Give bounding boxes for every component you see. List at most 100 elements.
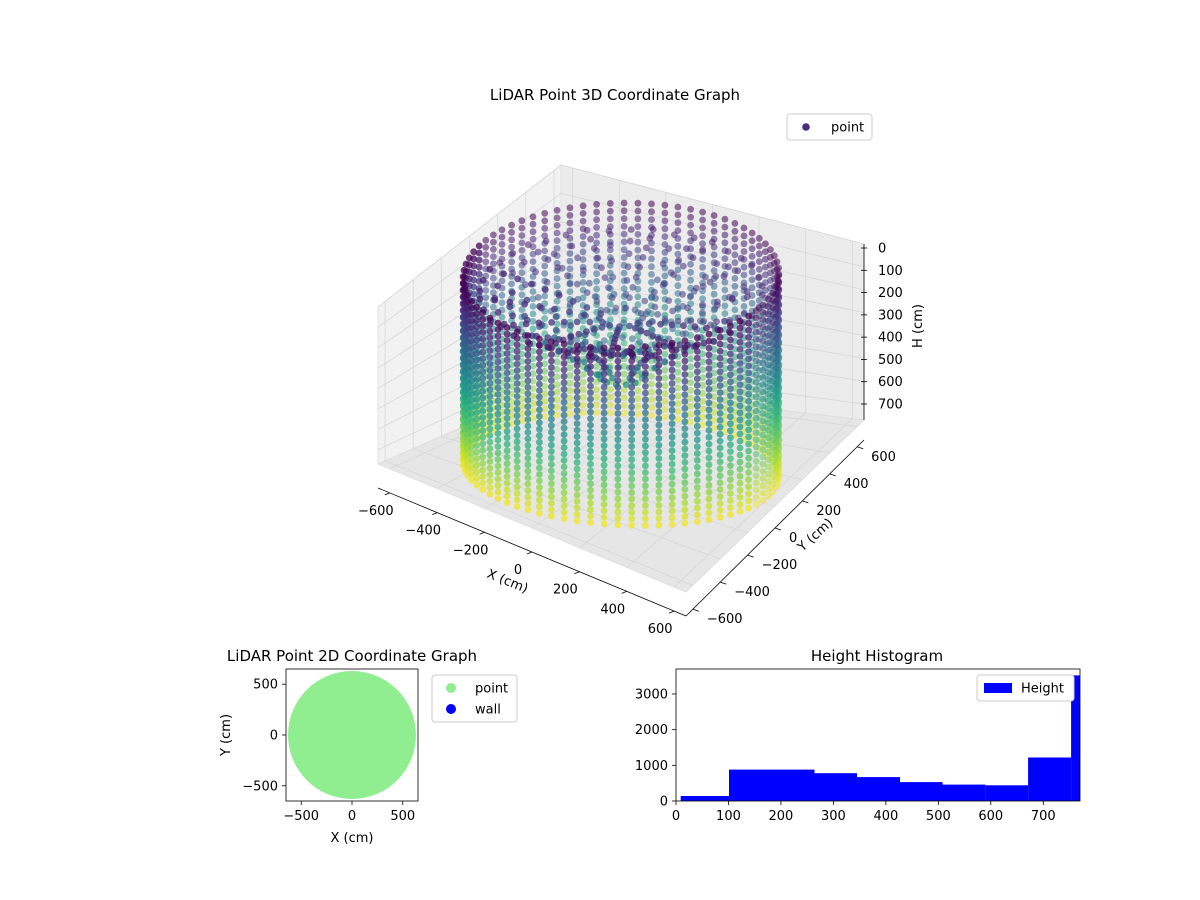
point-3d xyxy=(524,422,532,430)
point-3d xyxy=(494,319,502,327)
point-3d xyxy=(674,203,682,211)
legend-3d-marker xyxy=(802,123,810,131)
point-3d xyxy=(548,377,555,384)
point-3d xyxy=(494,482,502,489)
point-3d xyxy=(606,409,614,416)
point-3d xyxy=(518,380,526,388)
point-3d xyxy=(606,386,614,393)
point-3d xyxy=(661,351,669,358)
point-3d xyxy=(593,386,600,393)
point-3d xyxy=(661,338,668,346)
point-3d xyxy=(562,231,570,239)
point-3d xyxy=(473,323,480,331)
point-3d xyxy=(486,445,494,452)
point-3d xyxy=(705,420,713,427)
point-3d xyxy=(736,472,744,480)
x-tick-label-histogram: 100 xyxy=(716,809,741,824)
point-3d xyxy=(655,501,663,509)
y-tick-3d xyxy=(829,473,836,477)
point-3d xyxy=(716,430,724,438)
point-3d xyxy=(470,248,478,256)
point-3d xyxy=(579,401,587,409)
point-3d xyxy=(661,390,669,398)
point-3d xyxy=(560,431,568,438)
point-3d xyxy=(668,467,676,475)
point-3d xyxy=(681,499,689,507)
point-3d xyxy=(600,403,608,410)
point-3d xyxy=(600,494,608,502)
point-3d xyxy=(614,456,622,463)
point-3d xyxy=(473,396,480,403)
point-3d xyxy=(642,436,649,443)
point-3d xyxy=(693,422,701,430)
point-3d xyxy=(574,254,581,262)
point-3d xyxy=(560,379,568,387)
point-3d xyxy=(475,263,483,271)
point-3d xyxy=(687,347,694,355)
point-3d xyxy=(642,376,649,384)
point-3d xyxy=(473,303,480,311)
point-3d xyxy=(614,390,622,398)
point-3d xyxy=(486,366,494,374)
point-3d xyxy=(716,382,724,390)
point-3d xyxy=(560,385,568,393)
point-3d xyxy=(513,418,521,426)
point-3d xyxy=(494,345,502,353)
point-3d xyxy=(600,507,608,515)
point-3d xyxy=(736,465,744,473)
point-3d xyxy=(486,327,494,335)
point-3d xyxy=(579,256,587,263)
point-3d xyxy=(681,479,689,487)
point-3d xyxy=(655,355,663,362)
histogram-bar xyxy=(680,796,729,801)
point-3d xyxy=(681,364,689,372)
point-3d xyxy=(503,343,511,351)
point-3d xyxy=(625,250,633,258)
point-3d xyxy=(642,429,649,437)
point-3d xyxy=(670,231,678,239)
point-3d xyxy=(600,461,608,469)
point-3d xyxy=(628,370,636,378)
point-3d xyxy=(727,462,734,469)
point-3d xyxy=(648,208,655,216)
x-tick-label-histogram: 0 xyxy=(672,809,680,824)
point-3d xyxy=(614,442,622,450)
point-3d xyxy=(496,259,504,266)
grid-line-y-floor xyxy=(469,423,776,507)
point-3d xyxy=(759,402,767,410)
point-3d xyxy=(708,238,716,246)
point-3d xyxy=(536,484,543,491)
point-3d xyxy=(628,462,636,470)
point-3d xyxy=(524,467,532,475)
point-3d xyxy=(614,377,622,385)
point-3d xyxy=(593,371,601,379)
point-3d xyxy=(620,269,628,277)
point-3d xyxy=(721,231,729,239)
point-3d xyxy=(634,293,642,301)
point-3d xyxy=(721,310,729,317)
point-3d xyxy=(464,292,472,299)
point-3d xyxy=(560,340,568,348)
point-3d xyxy=(587,376,594,383)
point-3d xyxy=(755,234,763,242)
point-3d xyxy=(752,321,760,329)
point-3d xyxy=(687,293,694,301)
point-3d xyxy=(548,493,555,501)
point-3d xyxy=(548,499,555,507)
point-3d xyxy=(745,390,752,398)
point-3d xyxy=(705,427,713,434)
point-3d xyxy=(634,223,642,231)
point-3d xyxy=(693,511,701,519)
point-3d xyxy=(716,479,724,486)
point-3d xyxy=(573,459,581,466)
point-3d xyxy=(628,383,636,391)
point-3d xyxy=(758,291,766,299)
x-tick-label-3d: −600 xyxy=(358,504,394,519)
point-3d xyxy=(646,235,654,242)
histogram-frame xyxy=(675,668,1081,802)
point-3d xyxy=(687,387,694,394)
point-3d xyxy=(529,228,537,236)
point-3d xyxy=(525,241,532,249)
point-3d xyxy=(587,350,594,357)
point-3d xyxy=(518,269,526,276)
